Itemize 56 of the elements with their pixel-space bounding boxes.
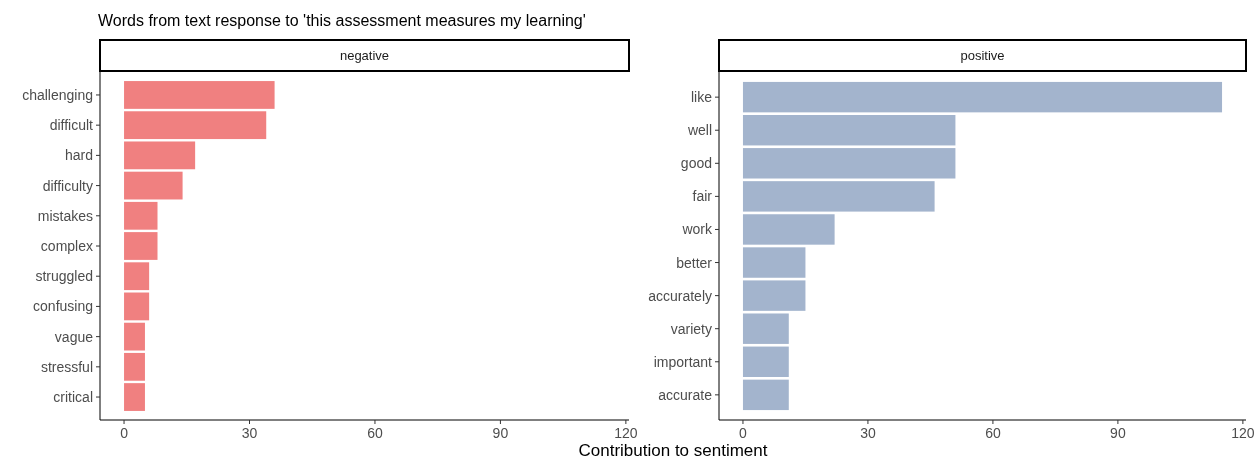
bar xyxy=(742,115,956,146)
bar xyxy=(124,201,158,230)
y-tick-label: critical xyxy=(53,389,93,406)
bar xyxy=(124,81,275,109)
y-tick-label: confusing xyxy=(33,298,93,315)
y-tick-label: better xyxy=(676,254,713,271)
bar xyxy=(124,262,150,291)
x-axis-title: Contribution to sentiment xyxy=(578,441,768,460)
x-tick-label: 60 xyxy=(985,425,1001,441)
y-tick-label: complex xyxy=(40,238,93,254)
y-tick-label: vague xyxy=(54,328,94,345)
x-tick-label: 90 xyxy=(1110,425,1126,441)
y-tick-label: accurately xyxy=(648,287,712,304)
bar xyxy=(742,313,789,344)
y-tick-label: stressful xyxy=(40,358,93,375)
x-tick-label: 0 xyxy=(120,425,129,441)
x-tick-label: 120 xyxy=(1231,425,1255,441)
chart-title: Words from text response to 'this assessment measures my learning' xyxy=(98,12,586,29)
y-tick-label: hard xyxy=(64,147,93,164)
bar xyxy=(124,292,150,321)
bar xyxy=(124,141,196,170)
bar xyxy=(124,322,145,351)
y-tick-label: good xyxy=(680,155,712,172)
y-tick-label: struggled xyxy=(35,268,93,285)
y-tick-label: important xyxy=(653,353,713,370)
bar xyxy=(742,214,835,245)
chart-subtitle: negative xyxy=(339,48,390,63)
y-tick-label: work xyxy=(681,221,713,238)
x-tick-label: 120 xyxy=(614,425,638,441)
y-tick-label: difficulty xyxy=(42,177,93,194)
y-tick-label: mistakes xyxy=(37,207,93,224)
x-tick-label: 90 xyxy=(492,425,509,441)
bar xyxy=(742,148,956,179)
bar xyxy=(742,81,1223,113)
y-tick-label: like xyxy=(690,89,713,106)
y-tick-label: accurate xyxy=(658,386,713,403)
x-tick-label: 30 xyxy=(241,425,258,441)
bar xyxy=(124,232,158,260)
bar xyxy=(124,171,183,200)
y-tick-label: difficult xyxy=(49,117,94,134)
x-tick-label: 60 xyxy=(367,425,383,441)
bar xyxy=(124,352,145,381)
bar xyxy=(742,280,806,311)
y-tick-label: challenging xyxy=(22,86,93,103)
bar xyxy=(742,181,935,212)
x-tick-label: 30 xyxy=(860,425,876,441)
chart-subtitle: positive xyxy=(960,48,1005,63)
y-tick-label: well xyxy=(686,122,712,139)
bar xyxy=(124,111,267,140)
bar xyxy=(124,383,145,411)
y-tick-label: variety xyxy=(670,320,712,337)
bar xyxy=(742,247,806,278)
bar xyxy=(742,346,789,377)
x-tick-label: 0 xyxy=(739,425,748,441)
bar xyxy=(742,379,789,411)
y-tick-label: fair xyxy=(692,188,713,205)
